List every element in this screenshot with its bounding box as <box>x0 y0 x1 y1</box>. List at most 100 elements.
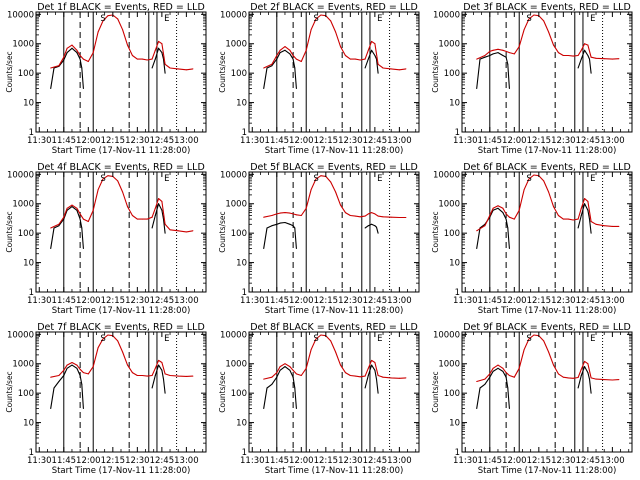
data-point-lld <box>315 18 317 20</box>
data-point-lld <box>611 379 613 381</box>
data-point-lld <box>136 218 138 220</box>
overlay-letter-e: E <box>590 334 595 344</box>
data-point-lld <box>382 67 384 69</box>
overlay-letter-e: E <box>164 174 169 184</box>
data-point-lld <box>518 367 520 369</box>
data-point-lld <box>76 364 78 366</box>
data-point-events <box>584 366 586 368</box>
panel-title: Det 4f BLACK = Events, RED = LLD <box>37 162 205 173</box>
data-point-lld <box>518 46 520 48</box>
data-point-lld <box>377 215 379 217</box>
data-point-events <box>505 376 507 378</box>
x-tick-label: 11:45 <box>52 136 77 146</box>
x-tick-label: 12:00 <box>502 296 527 306</box>
data-point-lld <box>50 376 52 378</box>
data-point-lld <box>289 212 291 214</box>
data-point-lld <box>131 372 133 374</box>
data-point-lld <box>66 47 68 49</box>
data-point-events <box>50 88 52 89</box>
data-point-events <box>367 225 369 227</box>
data-point-events <box>279 52 281 54</box>
y-tick-label: 10 <box>23 99 34 109</box>
data-point-events <box>590 232 592 234</box>
x-tick-label: 12:00 <box>289 296 314 306</box>
data-point-lld <box>367 213 369 215</box>
data-point-events <box>590 392 592 394</box>
data-point-events <box>276 223 278 225</box>
data-point-lld <box>263 216 265 218</box>
data-point-lld <box>279 366 281 368</box>
data-point-lld <box>377 63 379 65</box>
data-point-lld <box>315 178 317 180</box>
x-tick-label: 13:00 <box>174 136 199 146</box>
data-point-events <box>492 370 494 372</box>
data-point-lld <box>276 213 278 215</box>
data-point-events <box>161 369 163 371</box>
data-point-lld <box>276 55 278 56</box>
data-point-lld <box>117 18 119 20</box>
data-point-lld <box>567 55 569 56</box>
x-tick-label: 12:15 <box>101 136 126 146</box>
data-point-lld <box>310 29 312 31</box>
data-point-lld <box>562 55 564 56</box>
x-tick-label: 12:30 <box>125 456 150 466</box>
y-tick-label: 10000 <box>220 10 247 20</box>
data-point-lld <box>279 212 281 214</box>
data-point-events <box>81 227 83 229</box>
data-point-lld <box>557 52 559 54</box>
data-point-lld <box>320 14 322 16</box>
data-point-lld <box>484 225 486 227</box>
x-tick-label: 13:00 <box>600 136 625 146</box>
data-point-lld <box>50 67 52 69</box>
data-point-lld <box>292 369 294 371</box>
detector-panel-9: 1 10 100 1000 10000 11:30 11:45 12:00 12:15 12:30… <box>431 322 633 476</box>
data-point-lld <box>513 218 515 220</box>
data-point-events <box>50 408 52 409</box>
x-tick-label: 11:30 <box>453 456 478 466</box>
x-tick-label: 12:15 <box>314 136 339 146</box>
data-point-events <box>151 227 153 229</box>
data-point-lld <box>330 20 332 22</box>
panel-title: Det 8f BLACK = Events, RED = LLD <box>250 322 418 333</box>
x-tick-label: 11:30 <box>27 136 52 146</box>
x-tick-label: 12:15 <box>527 136 552 146</box>
data-point-lld <box>58 65 60 67</box>
data-point-lld <box>382 376 384 378</box>
data-point-lld <box>590 221 592 222</box>
data-point-lld <box>141 218 143 220</box>
data-point-lld <box>497 48 499 50</box>
y-tick-label: 10000 <box>7 170 34 180</box>
data-point-events <box>374 225 376 227</box>
data-point-events <box>53 227 55 229</box>
y-tick-label: 1 <box>455 288 460 298</box>
data-point-events <box>266 387 268 389</box>
x-tick-label: 11:45 <box>478 296 503 306</box>
series-line-lld <box>476 174 619 232</box>
data-point-events <box>492 53 494 55</box>
data-point-events <box>158 364 160 366</box>
x-tick-label: 13:00 <box>600 296 625 306</box>
data-point-events <box>71 47 73 49</box>
data-point-events <box>276 58 278 60</box>
data-point-lld <box>177 68 179 70</box>
data-point-lld <box>158 40 160 42</box>
data-point-lld <box>492 207 494 209</box>
data-point-lld <box>584 198 586 200</box>
data-point-lld <box>79 213 81 215</box>
data-point-lld <box>354 215 356 217</box>
data-point-lld <box>398 217 400 218</box>
data-point-lld <box>122 29 124 31</box>
overlay-letter-e: E <box>164 14 169 24</box>
data-point-events <box>507 387 509 389</box>
data-point-lld <box>505 213 507 215</box>
data-point-events <box>164 72 166 74</box>
data-point-events <box>497 52 499 54</box>
data-point-events <box>371 364 373 366</box>
data-point-lld <box>580 49 582 51</box>
detector-panel-8: 1 10 100 1000 10000 11:30 11:45 12:00 12:15 12:30… <box>218 322 420 476</box>
data-point-events <box>151 387 153 389</box>
x-tick-label: 12:30 <box>551 456 576 466</box>
x-axis-label: Start Time (17-Nov-11 11:28:00) <box>52 306 191 316</box>
y-tick-label: 1 <box>29 288 34 298</box>
